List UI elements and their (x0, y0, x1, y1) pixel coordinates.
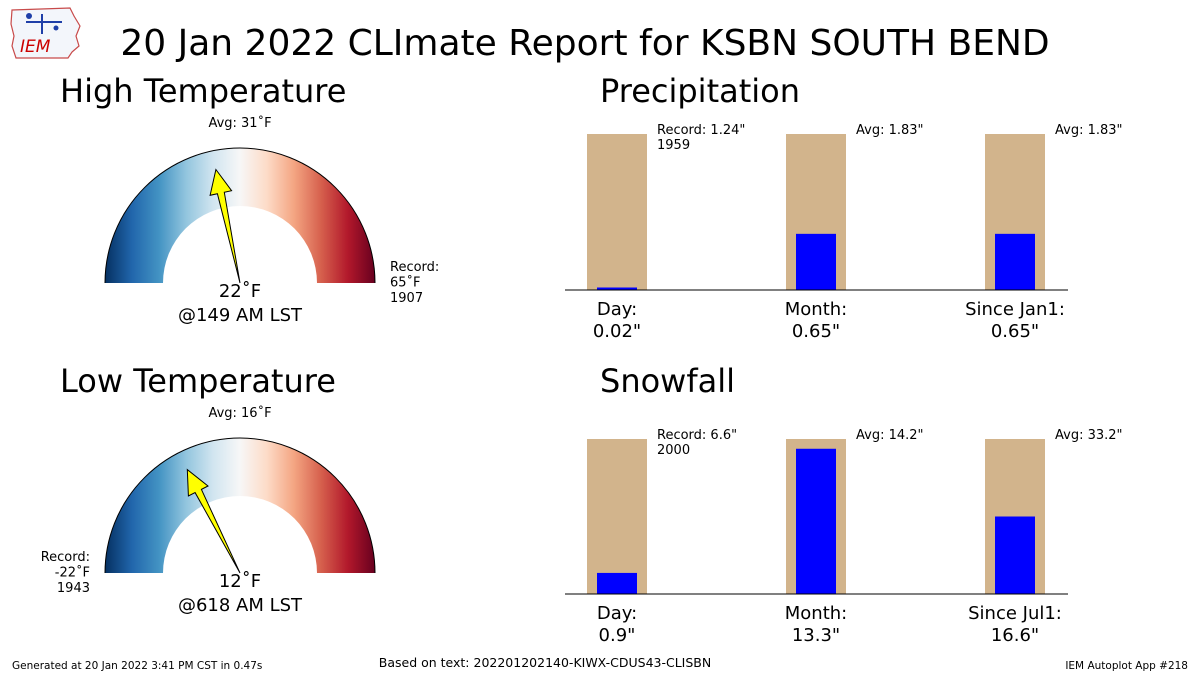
gauge-needle (209, 168, 241, 284)
bar-category-label: Day: (597, 603, 637, 624)
gauge-outline (104, 147, 376, 284)
bar-annotation: Record: 6.6" (657, 428, 737, 443)
gauge-record-label: Record: (390, 260, 439, 275)
observed-bar (995, 516, 1035, 594)
gauge-needle (186, 468, 241, 574)
gauge-color-arc (105, 438, 375, 573)
bar-annotation: Avg: 1.83" (856, 123, 924, 138)
bar-value-label: 0.02" (593, 321, 641, 342)
high-temperature-gauge: High Temperature Avg: 31˚F 22˚F @149 AM LST… (60, 72, 439, 326)
low-temperature-gauge: Low Temperature Avg: 16˚F 12˚F @618 AM LST R… (41, 362, 376, 616)
bar-annotation: Record: 1.24" (657, 123, 745, 138)
gauge-record-label: -22˚F (55, 565, 90, 581)
gauge-value-label: 22˚F (219, 281, 261, 302)
bar-chart-title: Snowfall (600, 362, 735, 400)
bar-category-label: Month: (785, 299, 847, 320)
iem-logo: IEM (10, 7, 81, 59)
logo-text: IEM (20, 37, 51, 57)
footer-app: IEM Autoplot App #218 (1065, 660, 1188, 672)
bar-category-label: Month: (785, 603, 847, 624)
bar-annotation: Avg: 1.83" (1055, 123, 1123, 138)
gauge-record-label: 1907 (390, 291, 423, 306)
normal-bar (587, 439, 647, 594)
footer-generated: Generated at 20 Jan 2022 3:41 PM CST in … (12, 660, 262, 672)
gauge-record-label: 1943 (57, 581, 90, 596)
gauge-record-label: 65˚F (390, 275, 421, 291)
bar-category-label: Since Jul1: (968, 603, 1062, 624)
bar-annotation: 2000 (657, 443, 690, 458)
gauge-time-label: @149 AM LST (178, 305, 303, 326)
anemometer-cup (26, 13, 32, 19)
gauge-outline (104, 437, 376, 574)
gauge-record-label: Record: (41, 550, 90, 565)
bar-value-label: 16.6" (991, 625, 1039, 646)
bar-annotation: Avg: 14.2" (856, 428, 924, 443)
gauge-avg-label: Avg: 31˚F (208, 115, 271, 131)
bar-annotation: Avg: 33.2" (1055, 428, 1123, 443)
bar-value-label: 13.3" (792, 625, 840, 646)
observed-bar (995, 233, 1035, 290)
footer-source: Based on text: 202201202140-KIWX-CDUS43-… (379, 655, 711, 670)
gauge-title: Low Temperature (60, 362, 336, 400)
bar-value-label: 0.65" (991, 321, 1039, 342)
bar-value-label: 0.9" (599, 625, 636, 646)
gauge-time-label: @618 AM LST (178, 595, 303, 616)
anemometer-cup (53, 25, 59, 31)
gauge-value-label: 12˚F (219, 571, 261, 592)
observed-bar (597, 287, 637, 290)
observed-bar (597, 572, 637, 594)
bar-chart-title: Precipitation (600, 72, 800, 110)
bar-category-label: Since Jan1: (965, 299, 1065, 320)
bar-annotation: 1959 (657, 138, 690, 153)
observed-bar (796, 448, 836, 594)
bar-value-label: 0.65" (792, 321, 840, 342)
page-title: 20 Jan 2022 CLImate Report for KSBN SOUT… (120, 23, 1049, 64)
precipitation-bar-chart: Precipitation Record: 1.24"1959 Day:0.02" A… (565, 72, 1123, 342)
iowa-state-outline-icon (10, 7, 81, 59)
bar-category-label: Day: (597, 299, 637, 320)
snowfall-bar-chart: Snowfall Record: 6.6"2000 Day:0.9" Avg: 14.… (565, 362, 1123, 646)
gauge-title: High Temperature (60, 72, 346, 110)
gauge-color-arc (105, 148, 375, 283)
gauge-avg-label: Avg: 16˚F (208, 405, 271, 421)
observed-bar (796, 233, 836, 290)
normal-bar (587, 134, 647, 290)
